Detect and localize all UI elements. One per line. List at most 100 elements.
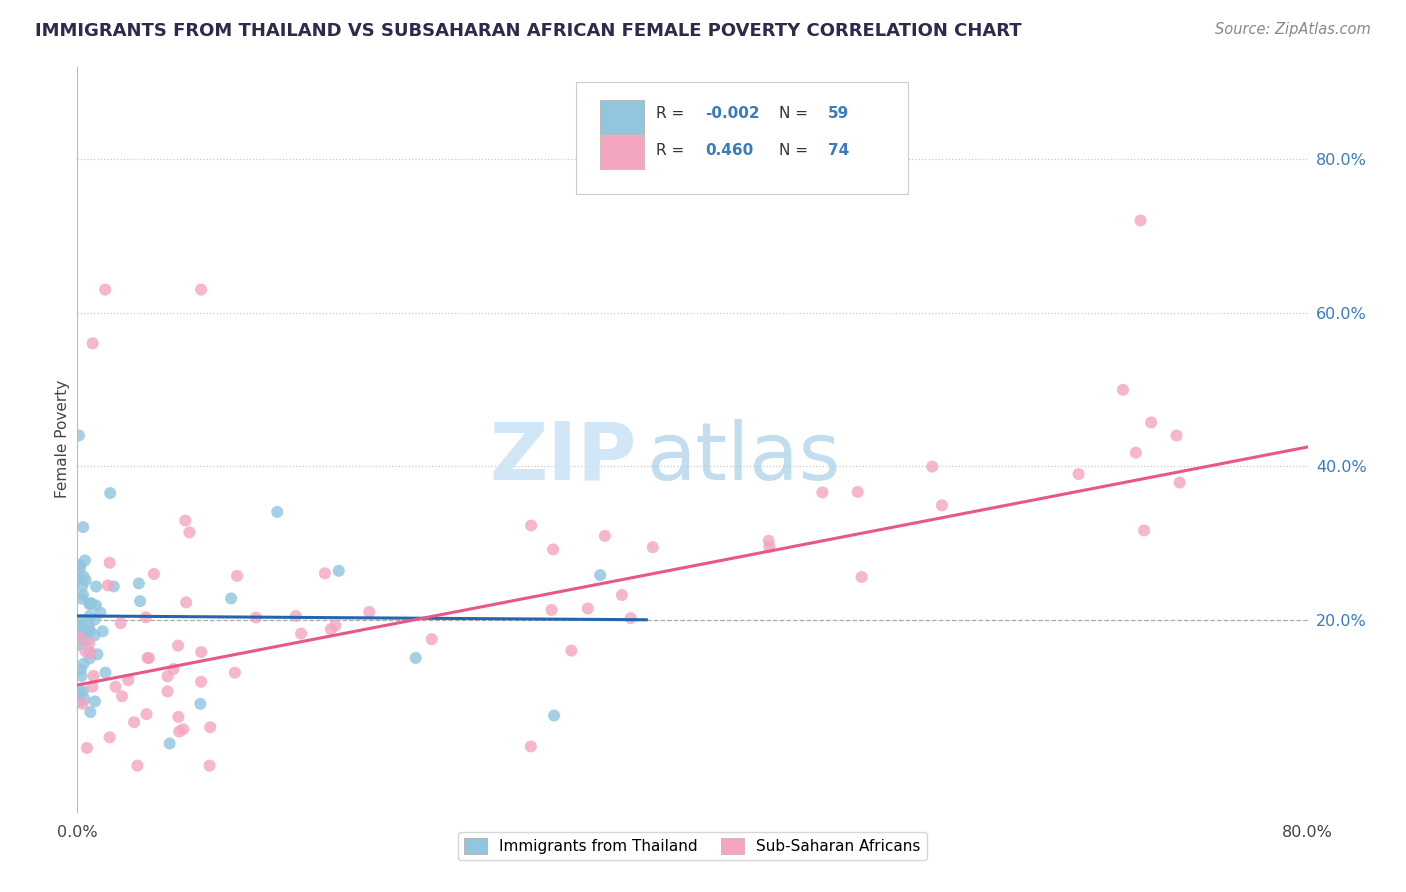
Text: IMMIGRANTS FROM THAILAND VS SUBSAHARAN AFRICAN FEMALE POVERTY CORRELATION CHART: IMMIGRANTS FROM THAILAND VS SUBSAHARAN A… — [35, 22, 1022, 40]
Point — [84, 599, 107, 613]
Point — [1112, 383, 1135, 397]
Point — [541, 542, 564, 557]
Text: N =: N = — [779, 105, 813, 120]
Point — [72, 569, 94, 583]
Point — [323, 618, 346, 632]
Point — [79, 705, 101, 719]
Point — [83, 613, 105, 627]
Point — [156, 669, 179, 683]
Point — [1133, 524, 1156, 538]
Point — [620, 611, 643, 625]
Point — [77, 619, 100, 633]
Point — [811, 485, 834, 500]
Point — [174, 595, 197, 609]
Point — [103, 579, 125, 593]
Point — [69, 685, 91, 699]
Point — [82, 336, 104, 351]
Point — [73, 553, 96, 567]
Point — [80, 596, 103, 610]
Legend: Immigrants from Thailand, Sub-Saharan Africans: Immigrants from Thailand, Sub-Saharan Af… — [458, 831, 927, 860]
Point — [138, 651, 160, 665]
Point — [266, 505, 288, 519]
Point — [162, 662, 184, 676]
Point — [79, 624, 101, 638]
Point — [79, 597, 101, 611]
Point — [198, 758, 221, 772]
Point — [135, 707, 157, 722]
Point — [758, 533, 780, 548]
Point — [520, 739, 543, 754]
Point — [117, 673, 139, 688]
Text: -0.002: -0.002 — [704, 105, 759, 120]
Point — [79, 609, 101, 624]
Point — [122, 715, 145, 730]
Point — [576, 601, 599, 615]
Point — [1166, 428, 1188, 442]
Point — [98, 731, 121, 745]
Point — [188, 697, 212, 711]
Point — [72, 588, 94, 602]
Point — [72, 657, 94, 671]
Point — [76, 633, 98, 648]
Point — [245, 610, 267, 624]
Point — [359, 605, 381, 619]
Text: ZIP: ZIP — [489, 419, 637, 497]
Point — [284, 609, 307, 624]
Point — [135, 610, 157, 624]
Point — [190, 645, 212, 659]
Point — [543, 708, 565, 723]
Point — [127, 758, 149, 772]
Point — [97, 578, 120, 592]
Point — [67, 695, 90, 709]
Point — [159, 737, 181, 751]
Point — [67, 627, 90, 641]
Point — [142, 567, 165, 582]
Point — [67, 638, 90, 652]
Point — [86, 648, 108, 662]
Point — [319, 622, 342, 636]
FancyBboxPatch shape — [575, 82, 908, 194]
Point — [200, 720, 222, 734]
Point — [69, 561, 91, 575]
Point — [98, 556, 121, 570]
Text: atlas: atlas — [645, 419, 839, 497]
Point — [641, 540, 664, 554]
Point — [76, 624, 98, 639]
Point — [167, 724, 190, 739]
Point — [420, 632, 443, 647]
Point — [931, 499, 953, 513]
Point — [73, 692, 96, 706]
Point — [226, 569, 249, 583]
Point — [83, 628, 105, 642]
Point — [79, 651, 101, 665]
Point — [75, 644, 97, 658]
Text: 59: 59 — [828, 105, 849, 120]
Point — [110, 616, 132, 631]
Point — [72, 520, 94, 534]
Point — [129, 594, 152, 608]
Point — [921, 459, 943, 474]
Point — [91, 624, 114, 639]
Text: R =: R = — [655, 143, 689, 158]
Point — [104, 680, 127, 694]
FancyBboxPatch shape — [600, 135, 644, 169]
Point — [1168, 475, 1191, 490]
Point — [69, 663, 91, 677]
Point — [84, 580, 107, 594]
Point — [82, 680, 104, 694]
Text: R =: R = — [655, 105, 689, 120]
Point — [70, 613, 93, 627]
Point — [69, 558, 91, 572]
Point — [82, 669, 104, 683]
Point — [69, 618, 91, 632]
Point — [67, 629, 90, 643]
Point — [610, 588, 633, 602]
Point — [290, 626, 312, 640]
Point — [72, 579, 94, 593]
Point — [758, 540, 780, 554]
Point — [136, 651, 159, 665]
Point — [167, 710, 190, 724]
Point — [540, 603, 562, 617]
Point — [70, 591, 93, 606]
Point — [167, 639, 190, 653]
